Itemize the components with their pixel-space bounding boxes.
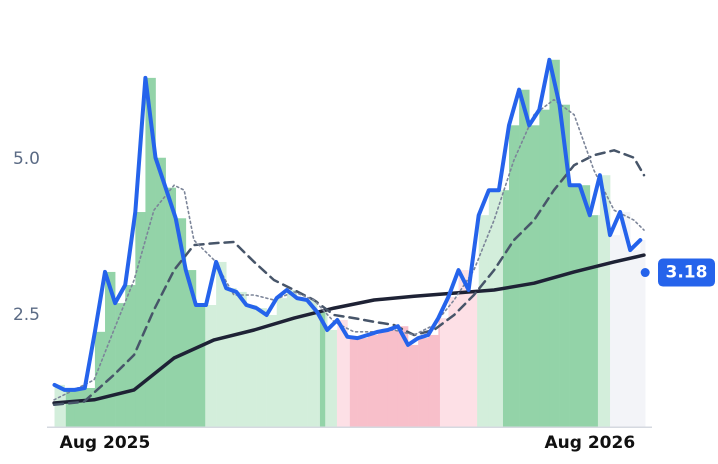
x-tick-label: Aug 2026 xyxy=(545,433,636,453)
area-step xyxy=(387,329,399,428)
area-step xyxy=(610,235,621,428)
area-step xyxy=(448,296,459,428)
y-tick-label: 5.0 xyxy=(13,149,40,169)
area-step xyxy=(317,311,321,428)
area-step xyxy=(216,261,227,428)
area-step xyxy=(94,331,106,428)
area-step xyxy=(65,389,76,428)
area-step xyxy=(458,270,469,428)
last-point xyxy=(640,268,650,278)
area-step xyxy=(559,104,570,428)
area-step xyxy=(539,109,550,428)
area-step xyxy=(286,290,298,428)
area-step xyxy=(54,384,65,428)
area-step xyxy=(477,290,480,428)
last-value-label: 3.18 xyxy=(666,263,708,283)
area-step xyxy=(145,77,156,428)
area-step xyxy=(266,314,278,428)
area-step xyxy=(367,334,379,428)
area-step xyxy=(478,215,490,428)
area-step xyxy=(115,303,126,428)
area-step xyxy=(336,329,338,428)
area-step xyxy=(498,190,504,428)
area-step xyxy=(296,298,308,428)
area-step xyxy=(438,318,441,428)
area-step xyxy=(357,338,368,428)
area-step xyxy=(549,59,560,428)
area-step xyxy=(155,157,166,428)
area-step xyxy=(599,175,611,428)
area-step xyxy=(325,311,328,428)
area-step xyxy=(84,387,96,428)
area-step xyxy=(319,311,326,428)
area-step xyxy=(349,336,358,428)
area-step xyxy=(256,308,267,428)
area-step xyxy=(347,336,351,428)
area-step xyxy=(428,334,439,428)
area-step xyxy=(327,329,338,428)
area-step xyxy=(276,298,288,428)
area-step xyxy=(135,212,146,428)
area-step xyxy=(519,89,530,428)
last-value-badge xyxy=(658,258,715,287)
area-step xyxy=(246,305,257,428)
area-step xyxy=(397,326,409,428)
series-line xyxy=(52,57,643,392)
area-step xyxy=(569,185,581,428)
area-step xyxy=(74,389,86,428)
y-tick-label: 2.5 xyxy=(13,305,40,325)
area-step xyxy=(640,240,646,428)
area-step xyxy=(175,218,187,428)
area-step xyxy=(377,331,389,428)
area-step xyxy=(165,187,177,428)
area-step xyxy=(64,389,67,428)
area-step xyxy=(195,305,206,428)
area-step xyxy=(408,344,419,428)
series-line xyxy=(52,253,646,405)
area-step xyxy=(620,212,631,428)
area-step xyxy=(439,318,449,428)
area-step xyxy=(597,215,601,428)
area-step xyxy=(206,305,217,428)
area-step xyxy=(337,319,348,428)
area-step xyxy=(529,125,540,428)
area-step xyxy=(502,190,510,428)
area-step xyxy=(205,305,207,428)
area-step xyxy=(509,125,520,428)
series-line xyxy=(52,149,646,407)
series-line xyxy=(53,98,645,401)
area-step xyxy=(125,285,136,428)
x-tick-label: Aug 2025 xyxy=(60,433,151,453)
area-step xyxy=(418,338,429,428)
area-step xyxy=(488,190,500,428)
area-step xyxy=(226,288,237,428)
area-step xyxy=(105,271,116,428)
area-step xyxy=(579,185,591,428)
area-step xyxy=(589,215,599,428)
area-step xyxy=(307,300,318,428)
area-step xyxy=(236,291,247,428)
area-step xyxy=(630,250,641,428)
area-step xyxy=(468,290,478,428)
